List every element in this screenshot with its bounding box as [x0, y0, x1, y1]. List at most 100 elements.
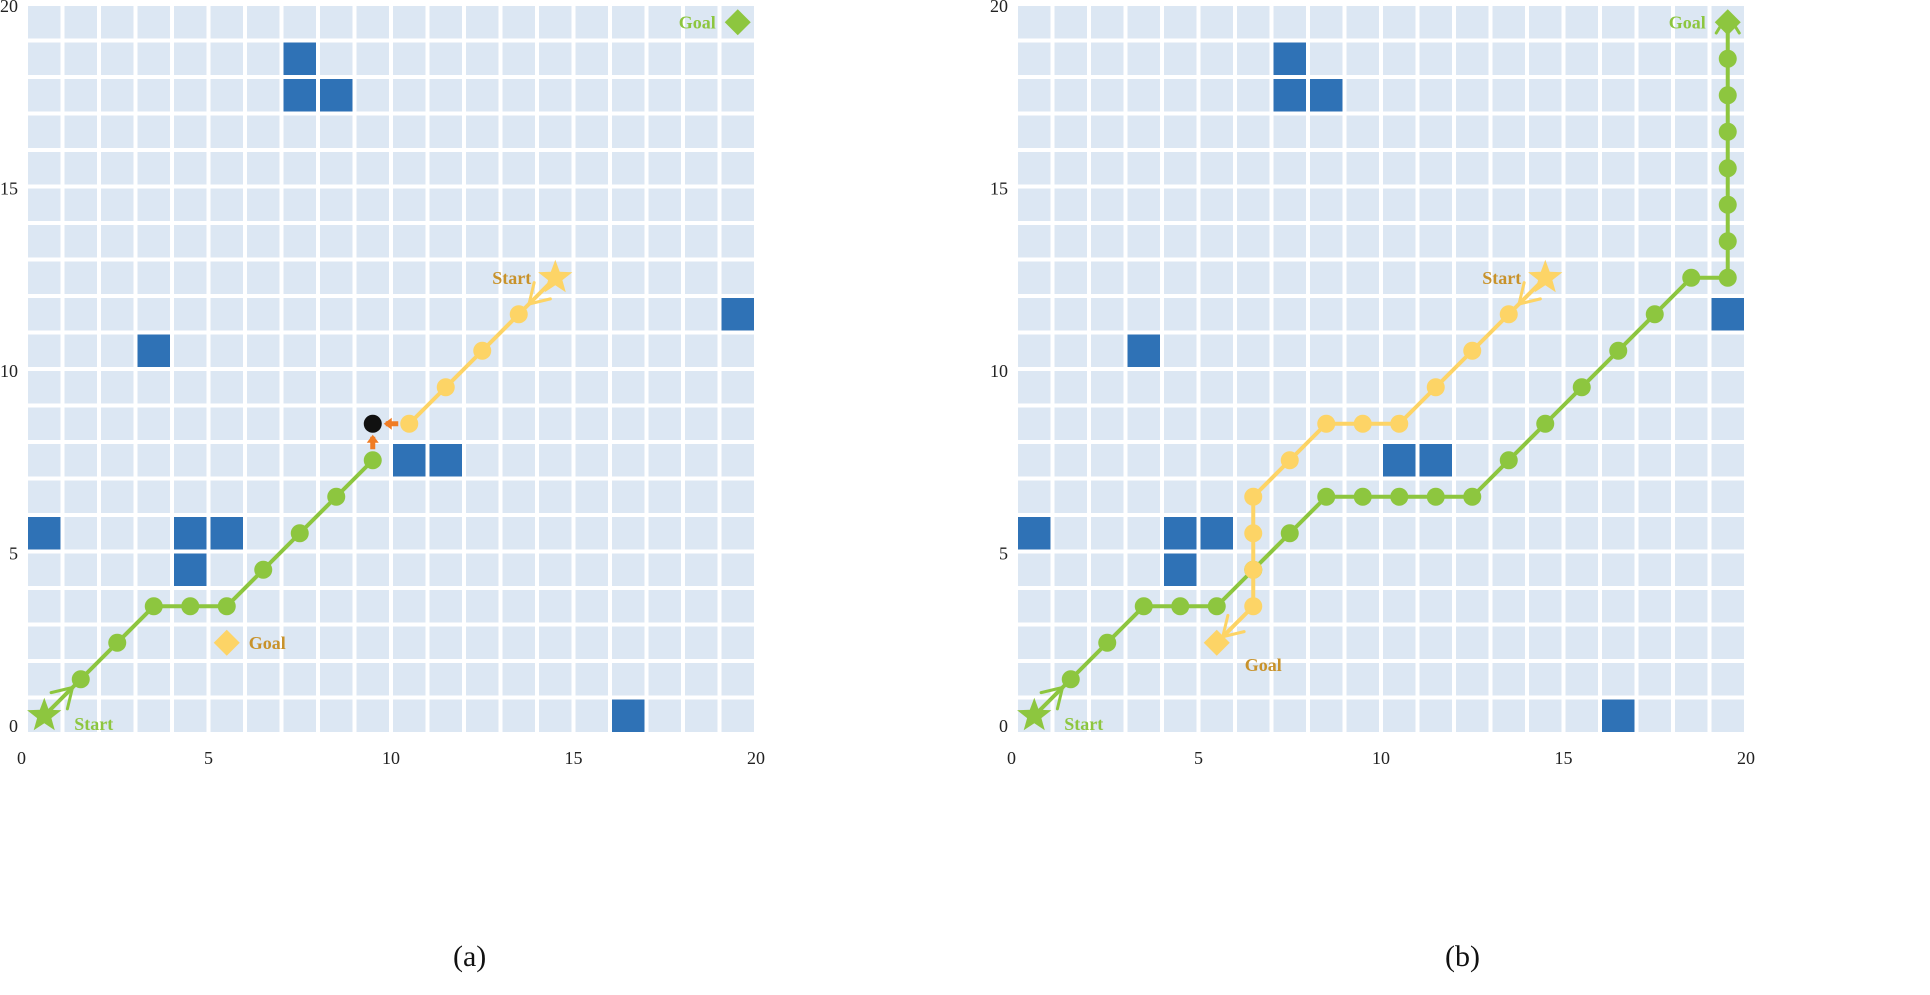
grid-cell [1018, 79, 1051, 112]
grid-cell [1492, 626, 1525, 659]
grid-cell [1018, 261, 1051, 294]
grid-cell [612, 371, 645, 404]
grid-cell [685, 79, 718, 112]
grid-cell [101, 371, 134, 404]
grid-cell [137, 6, 170, 39]
grid-cell [1711, 590, 1744, 623]
grid-cell [539, 699, 572, 732]
grid-cell [1675, 225, 1708, 258]
grid-cell [1091, 6, 1124, 39]
green-path-a-line [42, 458, 375, 718]
grid-cell [393, 261, 426, 294]
grid-cell [685, 371, 718, 404]
grid-cell [539, 152, 572, 185]
grid-cell [1054, 626, 1087, 659]
grid-cell [393, 188, 426, 221]
grid-b [1018, 6, 1744, 732]
grid-cell [1638, 553, 1671, 586]
yellow-path-a-waypoint [400, 414, 419, 433]
grid-cell [1711, 517, 1744, 550]
grid-cell [1054, 480, 1087, 513]
grid-cell [502, 79, 535, 112]
grid-cell [1492, 407, 1525, 440]
grid-cell [1529, 590, 1562, 623]
green-goal-label: Goal [1669, 12, 1706, 32]
grid-cell [1602, 444, 1635, 477]
grid-cell [1711, 371, 1744, 404]
grid-cell [137, 79, 170, 112]
grid-cell [466, 152, 499, 185]
grid-cell [28, 371, 61, 404]
grid-cell [466, 225, 499, 258]
grid-cell [1675, 298, 1708, 331]
grid-cell [1091, 225, 1124, 258]
grid-cell [1346, 42, 1379, 75]
grid-cell [1383, 298, 1416, 331]
grid-cell [1456, 6, 1489, 39]
grid-cell [648, 626, 681, 659]
grid-cell [1419, 42, 1452, 75]
grid-cell [1346, 188, 1379, 221]
grid-cell [1492, 42, 1525, 75]
green-goal-diamond-icon [724, 9, 751, 36]
grid-cell [429, 699, 462, 732]
grid-cell [101, 225, 134, 258]
grid-cell [1675, 444, 1708, 477]
green-goal-label: Goal [679, 12, 716, 32]
grid-cell [1456, 152, 1489, 185]
grid-cell [1638, 115, 1671, 148]
grid-cell [1054, 115, 1087, 148]
grid-cell [1200, 663, 1233, 696]
grid-cell [539, 517, 572, 550]
grid-cell [1602, 517, 1635, 550]
grid-cell [1091, 590, 1124, 623]
grid-cell [1237, 188, 1270, 221]
grid-cell [612, 444, 645, 477]
grid-cell [210, 261, 243, 294]
grid-cell [1492, 6, 1525, 39]
grid-cell [64, 590, 97, 623]
grid-cell [1675, 152, 1708, 185]
grid-cell [466, 626, 499, 659]
grid-cell [356, 225, 389, 258]
grid-cell [101, 517, 134, 550]
grid-cell [539, 663, 572, 696]
grid-cell [1492, 152, 1525, 185]
grid-cell [539, 79, 572, 112]
grid-cell [575, 79, 608, 112]
y-tick-label: 0 [9, 716, 18, 736]
green-path-a-waypoint [363, 451, 382, 470]
obstacle-cell [721, 298, 754, 331]
obstacle-cell [210, 517, 243, 550]
grid-cell [1529, 517, 1562, 550]
grid-cell [1273, 152, 1306, 185]
grid-cell [1638, 590, 1671, 623]
grid-cell [1164, 188, 1197, 221]
x-tick-label: 10 [382, 748, 400, 768]
grid-cell [283, 663, 316, 696]
grid-cell [502, 152, 535, 185]
grid-cell [1492, 590, 1525, 623]
grid-cell [1127, 407, 1160, 440]
grid-cell [1638, 79, 1671, 112]
grid-cell [648, 517, 681, 550]
grid-cell [1383, 699, 1416, 732]
grid-cell [393, 590, 426, 623]
grid-cell [1054, 444, 1087, 477]
grid-cell [320, 115, 353, 148]
grid-cell [1456, 407, 1489, 440]
grid-cell [356, 699, 389, 732]
grid-cell [1164, 626, 1197, 659]
grid-cell [612, 115, 645, 148]
grid-cell [429, 152, 462, 185]
grid-cell [210, 699, 243, 732]
yellow-path-b [1207, 276, 1547, 652]
grid-cell [101, 298, 134, 331]
grid-cell [466, 480, 499, 513]
yellow-path-b-waypoint [1317, 414, 1336, 433]
green-start-star-icon [27, 697, 62, 731]
green-path-b-waypoint [1390, 487, 1409, 506]
x-tick-label: 20 [1737, 748, 1755, 768]
grid-cell [1456, 699, 1489, 732]
grid-cell [1492, 115, 1525, 148]
